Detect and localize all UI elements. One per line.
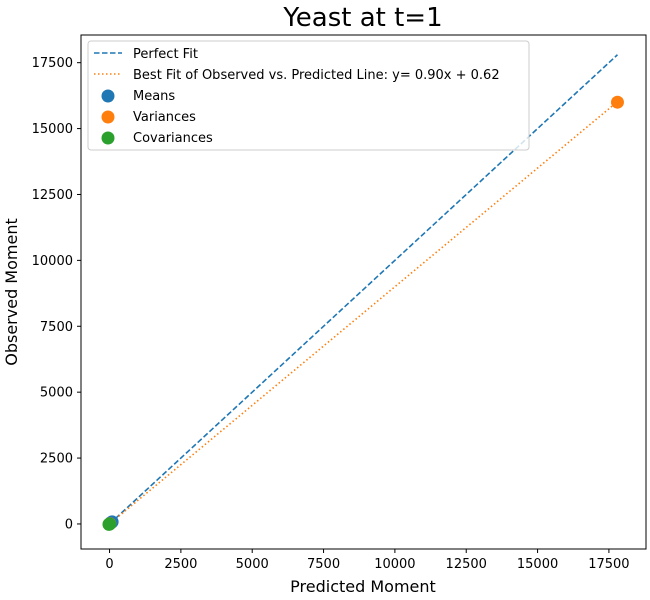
y-tick-label: 15000 [32,122,73,137]
x-tick-label: 0 [105,557,113,572]
y-tick-label: 17500 [32,56,73,71]
perfect-fit-line [108,54,619,525]
variances-point [610,95,624,109]
legend-variances-marker [101,110,115,124]
legend-covariances-marker [101,131,115,145]
y-tick-label: 10000 [32,254,73,269]
x-tick-label: 12500 [446,557,487,572]
x-axis-label: Predicted Moment [290,577,436,596]
data-points [102,95,624,531]
y-tick-label: 0 [65,517,73,532]
chart-title: Yeast at t=1 [282,3,442,33]
x-axis-ticks: 0 2500 5000 7500 10000 12500 15000 17500 [105,549,630,572]
legend-perfect-fit-label: Perfect Fit [133,47,198,62]
y-tick-label: 5000 [40,386,73,401]
legend-means-label: Means [133,89,175,104]
legend-variances-label: Variances [133,110,196,125]
covariances-point [103,517,117,531]
legend: Perfect Fit Best Fit of Observed vs. Pre… [87,40,530,151]
legend-covariances-label: Covariances [133,131,213,146]
legend-best-fit-label: Best Fit of Observed vs. Predicted Line:… [133,68,500,83]
y-axis-ticks: 0 2500 5000 7500 10000 12500 15000 17500 [32,56,81,532]
legend-box [87,40,530,151]
y-tick-label: 12500 [32,188,73,203]
x-tick-label: 10000 [374,557,415,572]
x-tick-label: 15000 [517,557,558,572]
x-tick-label: 17500 [588,557,629,572]
x-tick-label: 2500 [164,557,197,572]
y-tick-label: 2500 [40,452,73,467]
legend-means-marker [101,89,115,103]
fit-lines [108,54,619,525]
x-tick-label: 5000 [236,557,269,572]
y-axis-label: Observed Moment [2,218,21,366]
x-tick-label: 7500 [307,557,340,572]
y-tick-label: 7500 [40,320,73,335]
